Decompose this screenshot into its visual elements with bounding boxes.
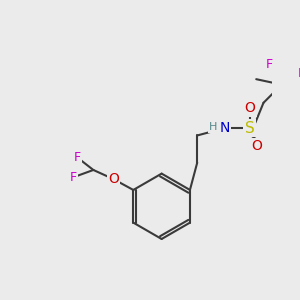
Text: F: F <box>298 67 300 80</box>
Text: F: F <box>74 151 81 164</box>
Text: F: F <box>70 171 77 184</box>
Text: O: O <box>108 172 119 186</box>
Text: O: O <box>244 101 255 115</box>
Text: N: N <box>219 121 230 135</box>
Text: S: S <box>245 121 255 136</box>
Text: F: F <box>266 58 272 71</box>
Text: O: O <box>252 140 262 153</box>
Text: H: H <box>209 122 218 132</box>
